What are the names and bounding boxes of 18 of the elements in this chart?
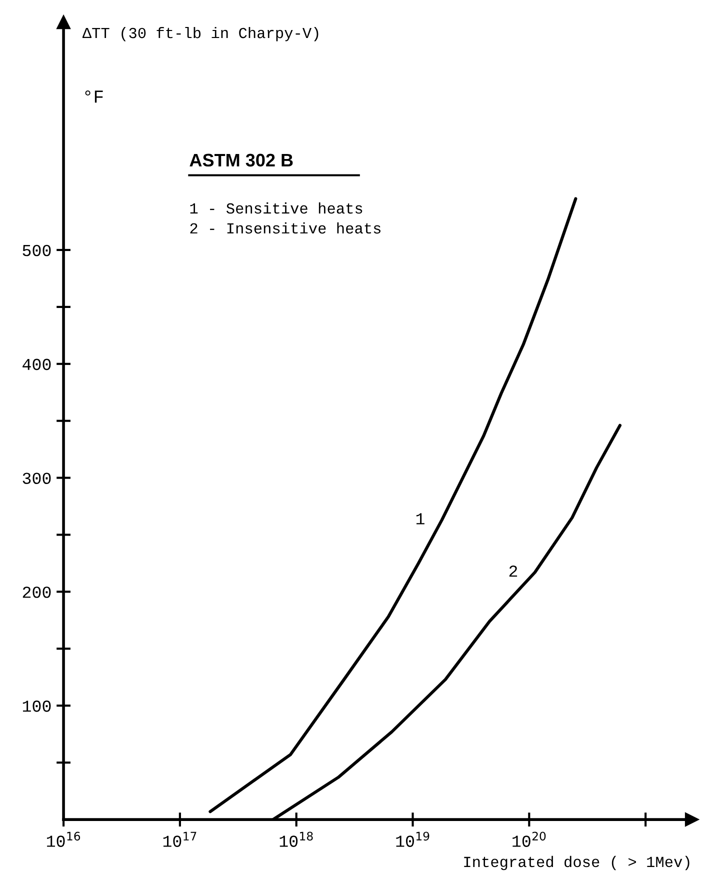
series-label: 2 [509,566,518,577]
annotation: °F [85,90,103,103]
annotation: 1 - Sensitive heats [190,202,362,214]
x-tick-label: 10$^{20}$ [512,832,546,847]
y-tick-label: 500 [22,244,51,256]
y-tick-label: 200 [22,586,51,598]
series-label: 1 [416,513,424,524]
y-tick-label: 300 [22,472,51,484]
x-axis-title: Integrated dose ( > 1Mev) [464,856,690,870]
annotation: 2 - Insensitive heats [190,222,380,234]
y-axis-title: ΔTT (30 ft-lb in Charpy-V) [82,26,318,42]
y-tick-label: 100 [22,700,51,712]
x-tick-label: 10$^{17}$ [163,832,196,847]
x-tick-label: 10$^{18}$ [280,832,313,847]
y-tick-label: 400 [22,358,51,370]
x-tick-label: 10$^{19}$ [396,832,430,847]
legend-title: ASTM 302 B [190,154,293,167]
x-tick-label: 10$^{16}$ [46,832,80,847]
